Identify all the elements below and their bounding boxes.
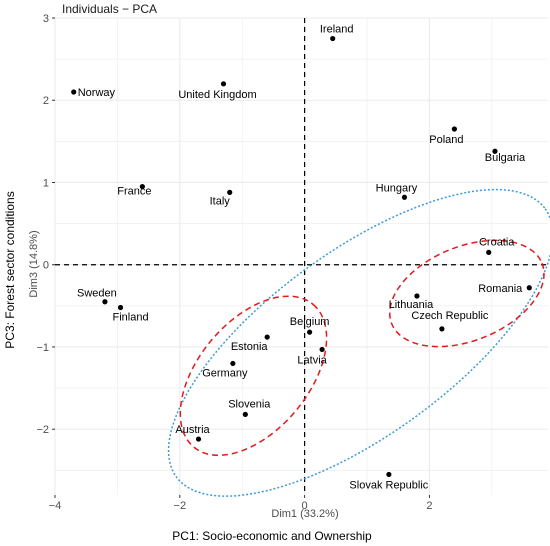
- point-label: Estonia: [231, 341, 269, 353]
- y-tick-label: −2: [36, 424, 49, 436]
- point-czech-republic: [439, 326, 445, 332]
- point-norway: [71, 89, 77, 95]
- x-tick-label: −2: [174, 500, 187, 512]
- y-tick-label: 1: [43, 177, 49, 189]
- point-germany: [230, 360, 236, 367]
- point-austria: [195, 436, 202, 442]
- point-slovenia: [242, 411, 248, 418]
- plot-panel: [55, 18, 548, 495]
- point-label: Sweden: [77, 288, 117, 300]
- point-label: Poland: [429, 134, 463, 146]
- y-tick-label: −1: [36, 342, 49, 354]
- x-tick-label: −4: [49, 500, 62, 512]
- red-ellipse-lower-left: [179, 295, 328, 457]
- point-bulgaria: [492, 148, 498, 154]
- x-axis-label: PC1: Socio-economic and Ownership: [172, 529, 372, 543]
- point-label: France: [117, 186, 151, 198]
- point-romania: [526, 285, 532, 291]
- confidence-ellipses: [167, 188, 550, 497]
- x-tick-label: 0: [302, 500, 308, 512]
- x-axis-inner-label: Dim1 (33.2%): [271, 508, 338, 520]
- axis-ticks: −4 −2 0 2 −2 −1 0 1 2 3: [36, 13, 432, 512]
- y-tick-label: 0: [43, 260, 49, 272]
- point-label: United Kingdom: [178, 89, 256, 101]
- point-label: Italy: [210, 195, 231, 207]
- point-finland: [117, 304, 124, 311]
- point-label: Germany: [202, 367, 248, 379]
- point-label: Bulgaria: [485, 152, 526, 164]
- point-label: Slovak Republic: [349, 479, 428, 491]
- blue-dotted-ellipse: [167, 188, 550, 497]
- data-points: Ireland Norway United Kingdom Poland Bulgari…: [71, 24, 532, 491]
- y-tick-label: 3: [43, 13, 49, 25]
- point-lithuania: [414, 293, 420, 299]
- point-label: Romania: [478, 283, 523, 295]
- x-tick-label: 2: [426, 500, 432, 512]
- point-hungary: [401, 194, 408, 200]
- point-slovak-republic: [386, 471, 392, 478]
- point-latvia: [319, 346, 325, 353]
- chart-title: Individuals − PCA: [62, 2, 157, 16]
- point-label: Austria: [175, 424, 210, 436]
- point-united-kingdom: [220, 81, 227, 87]
- point-label: Czech Republic: [411, 310, 489, 322]
- zero-reference-lines: [55, 18, 548, 495]
- point-ireland: [330, 35, 336, 42]
- point-label: Croatia: [479, 236, 515, 248]
- point-label: Lithuania: [389, 299, 435, 311]
- y-axis-inner-label: Dim3 (14.8%): [28, 230, 40, 297]
- point-italy: [227, 189, 233, 195]
- point-belgium: [307, 329, 313, 335]
- y-axis-label: PC3: Forest sector conditions: [3, 191, 17, 348]
- red-ellipse-upper-right: [388, 239, 545, 348]
- point-label: Norway: [78, 87, 116, 99]
- point-estonia: [264, 334, 270, 340]
- point-label: Hungary: [376, 182, 418, 194]
- point-label: Slovenia: [228, 398, 271, 410]
- y-tick-label: 2: [43, 95, 49, 107]
- point-france: [139, 183, 145, 190]
- point-label: Latvia: [297, 354, 327, 366]
- point-label: Finland: [112, 311, 148, 323]
- point-croatia: [486, 249, 492, 255]
- point-label: Ireland: [320, 24, 354, 36]
- point-poland: [451, 126, 457, 132]
- point-sweden: [102, 299, 108, 305]
- point-label: Belgium: [290, 316, 330, 328]
